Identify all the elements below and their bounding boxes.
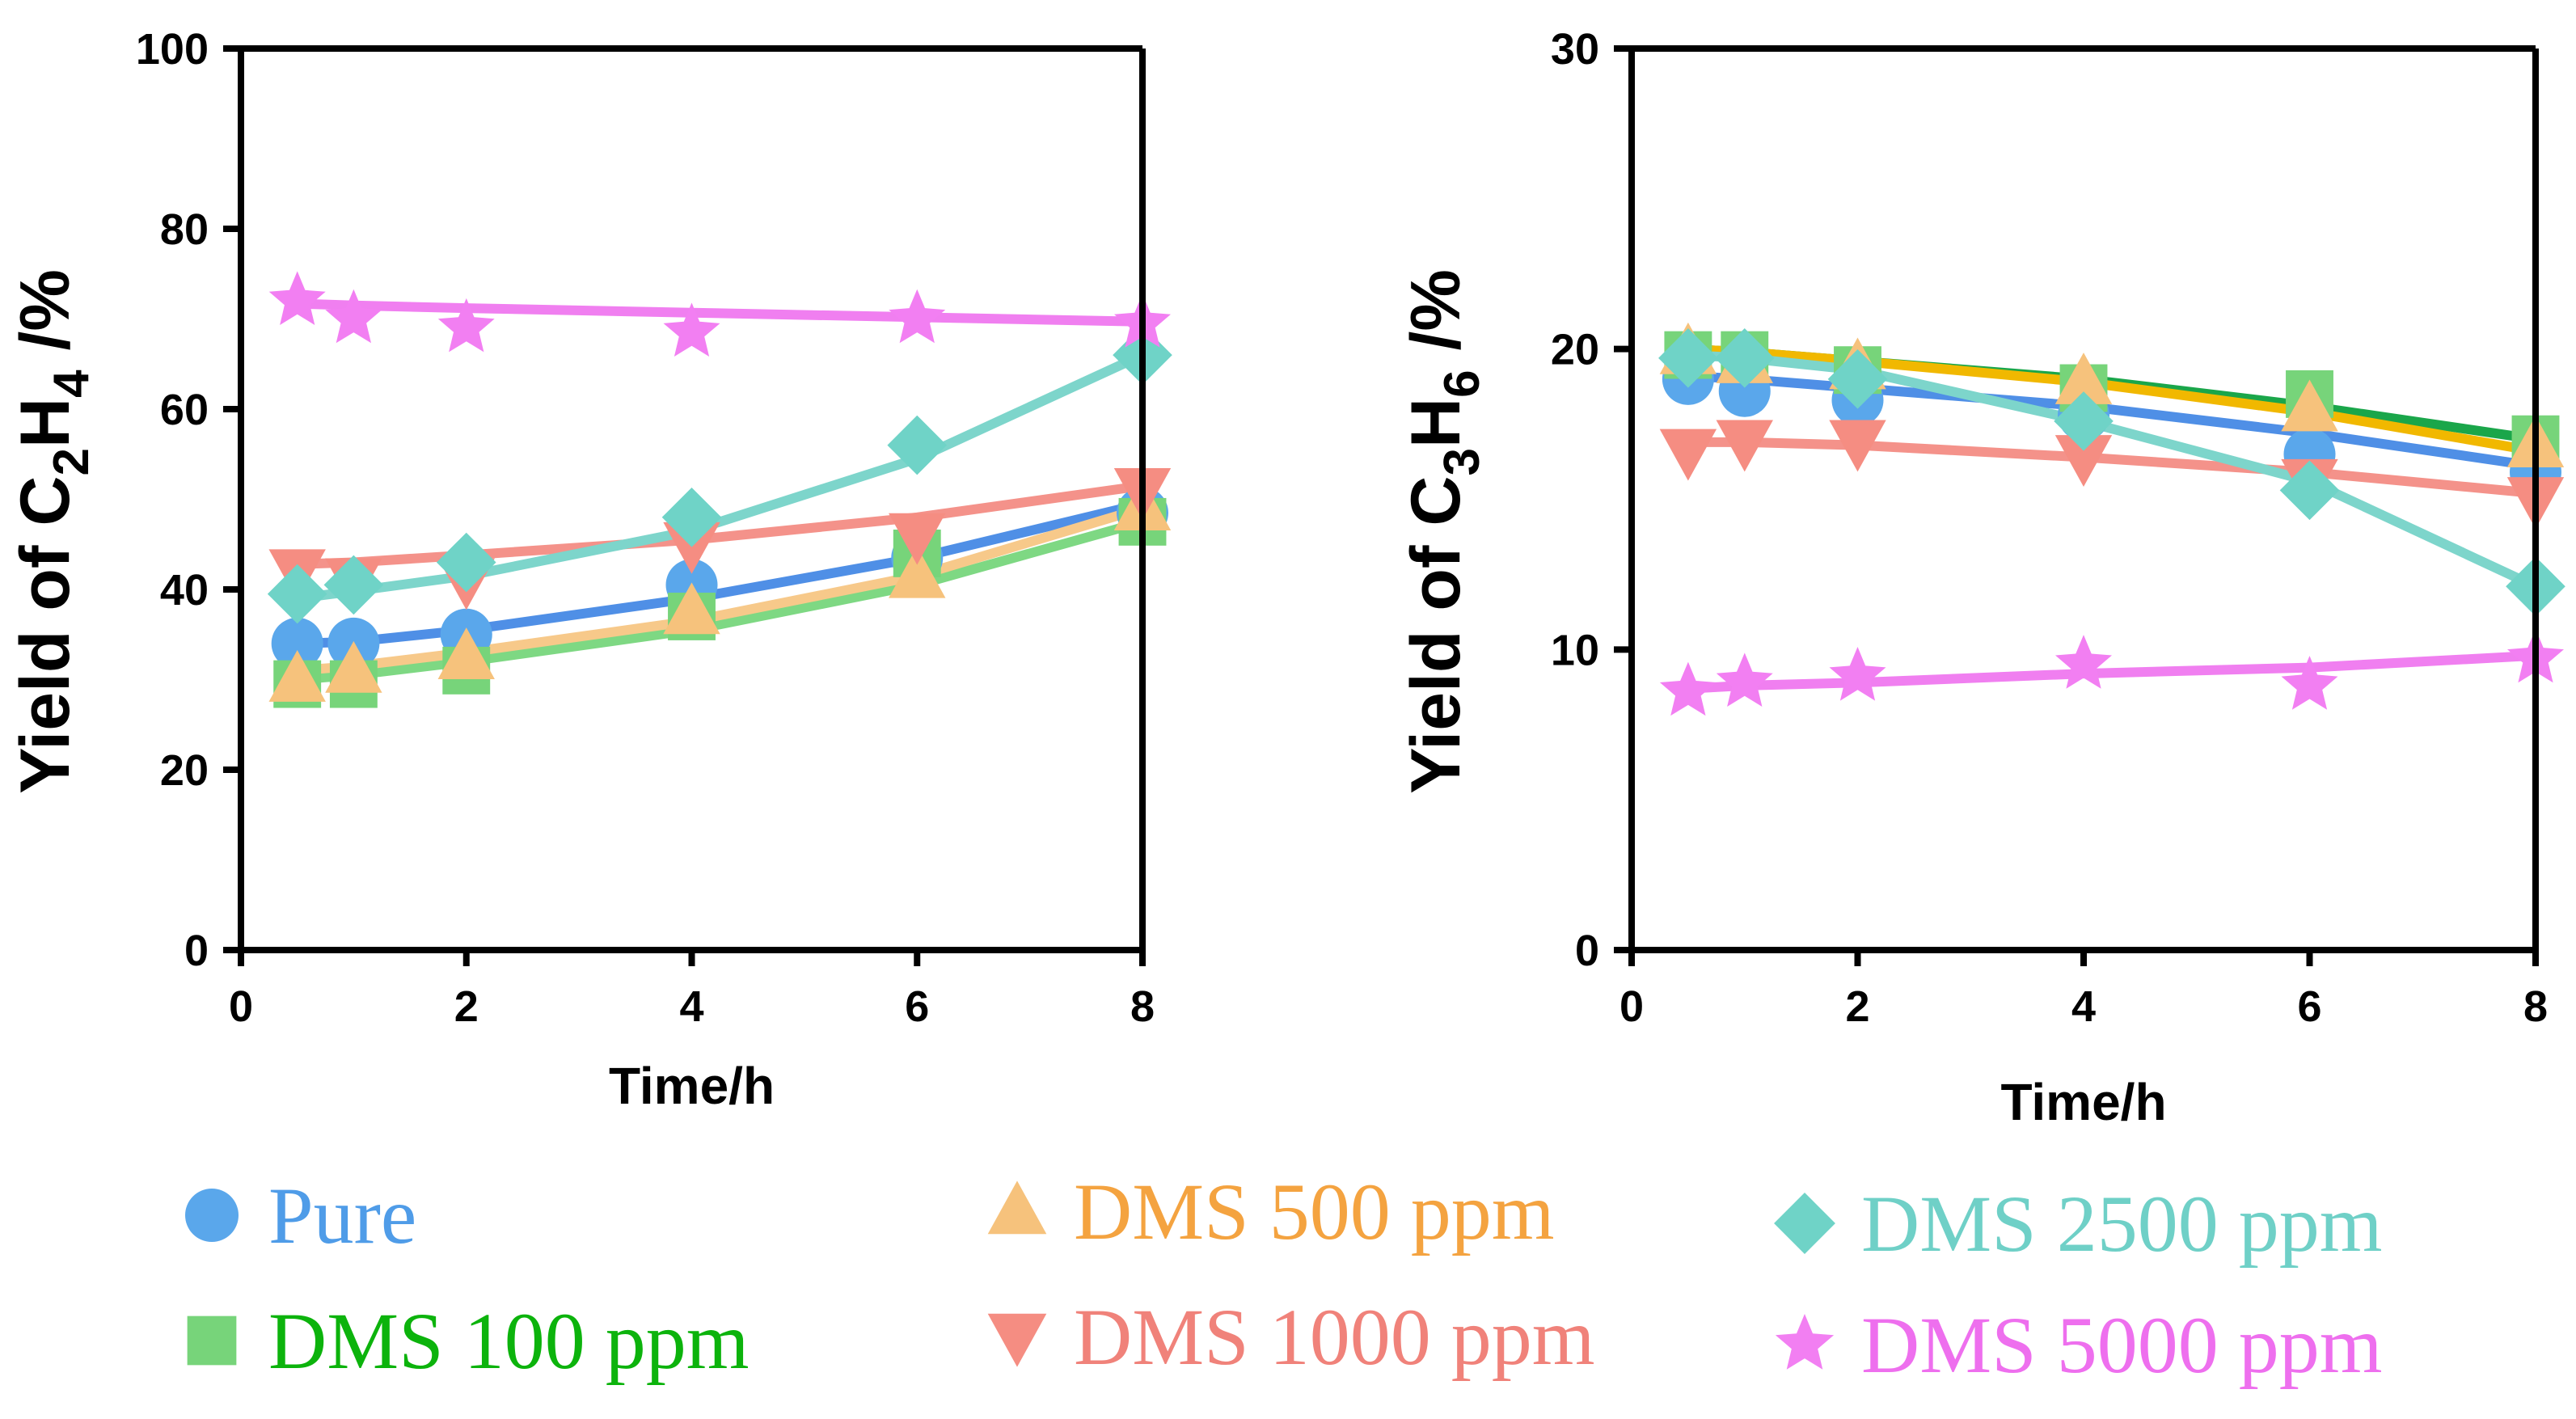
- legend: Pure DMS 100 ppm DMS 500 ppm DMS 1000 ppm DM…: [185, 1167, 2383, 1390]
- c3h6-x-tick-label: 2: [1845, 982, 1869, 1031]
- c3h6-point-dms-2500-ppm: [2279, 460, 2340, 521]
- c2h4-point-dms-2500-ppm: [267, 564, 327, 624]
- legend-marker-dms-500-ppm: [987, 1180, 1047, 1235]
- c3h6-y-tick-label: 0: [1575, 927, 1599, 975]
- c2h4-y-tick-label: 100: [136, 25, 209, 74]
- legend-marker-pure: [185, 1189, 239, 1242]
- c2h4-point-dms-500-ppm: [268, 650, 326, 702]
- c2h4-point-dms-5000-ppm: [268, 271, 326, 325]
- c2h4-x-tick-label: 0: [229, 982, 253, 1031]
- c2h4-point-dms-2500-ppm: [887, 415, 948, 475]
- legend-label-dms-500-ppm: DMS 500 ppm: [1074, 1167, 1555, 1256]
- c3h6-y-tick-label: 30: [1551, 25, 1599, 74]
- legend-marker-dms-5000-ppm: [1775, 1314, 1835, 1370]
- c3h6-point-dms-2500-ppm: [1827, 349, 1888, 409]
- c3h6-point-dms-5000-ppm: [2281, 656, 2338, 710]
- c3h6-fit-line-dms-5000-ppm: [1683, 650, 2540, 694]
- c2h4-point-dms-500-ppm: [325, 640, 382, 693]
- legend-item-dms-500-ppm: DMS 500 ppm: [987, 1167, 1555, 1256]
- c3h6-y-axis-title: Yield of C3H6 /%: [1397, 269, 1490, 794]
- legend-item-dms-5000-ppm: DMS 5000 ppm: [1775, 1300, 2383, 1390]
- c2h4-point-dms-2500-ppm: [436, 532, 496, 593]
- c3h6-x-axis-title: Time/h: [2000, 1073, 2166, 1131]
- c3h6-point-dms-2500-ppm: [1658, 328, 1718, 388]
- legend-item-dms-100-ppm: DMS 100 ppm: [187, 1296, 750, 1386]
- c2h4-point-dms-5000-ppm: [663, 302, 720, 357]
- c3h6-point-dms-2500-ppm: [1714, 328, 1775, 388]
- c3h6-point-dms-2500-ppm: [2054, 391, 2114, 451]
- legend-label-dms-2500-ppm: DMS 2500 ppm: [1861, 1179, 2383, 1269]
- right-panel-c3h6-chart: 0 2 4 6 8 0 10 20 30 Time/h Yield of C3H6 /%: [1397, 25, 2565, 1131]
- c2h4-point-dms-500-ppm: [663, 582, 720, 635]
- c3h6-point-dms-1000-ppm: [1716, 420, 1773, 472]
- c2h4-x-axis-title: Time/h: [609, 1057, 775, 1115]
- c2h4-point-dms-5000-ppm: [325, 289, 382, 344]
- legend-item-dms-1000-ppm: DMS 1000 ppm: [987, 1292, 1595, 1382]
- c3h6-point-dms-500-ppm: [2054, 353, 2113, 404]
- c2h4-point-dms-2500-ppm: [323, 555, 384, 615]
- c2h4-point-pure: [271, 617, 323, 669]
- c3h6-x-tick-label: 8: [2523, 982, 2548, 1031]
- c2h4-y-tick-label: 0: [184, 927, 209, 975]
- c3h6-point-dms-500-ppm: [2281, 379, 2338, 432]
- c2h4-y-axis-title: Yield of C2H4 /%: [6, 269, 99, 794]
- c2h4-fit-line-dms-5000-ppm: [292, 298, 1147, 327]
- c2h4-point-dms-1000-ppm: [663, 522, 720, 574]
- legend-item-pure: Pure: [185, 1171, 416, 1261]
- c3h6-point-dms-5000-ppm: [1829, 647, 1886, 701]
- c2h4-x-tick-label: 2: [454, 982, 479, 1031]
- c2h4-point-dms-2500-ppm: [661, 488, 722, 547]
- c3h6-x-tick-label: 4: [2071, 982, 2096, 1031]
- c2h4-x-tick-label: 8: [1130, 982, 1155, 1031]
- c2h4-point-dms-500-ppm: [437, 627, 495, 679]
- c3h6-y-tick-label: 20: [1551, 326, 1599, 374]
- c2h4-point-dms-1000-ppm: [889, 513, 946, 565]
- legend-marker-dms-100-ppm: [187, 1316, 237, 1366]
- legend-label-pure: Pure: [268, 1171, 416, 1261]
- c3h6-x-tick-label: 6: [2297, 982, 2321, 1031]
- c2h4-y-tick-label: 20: [160, 746, 209, 795]
- c3h6-y-tick-label: 10: [1551, 626, 1599, 674]
- c2h4-y-tick-label: 40: [160, 566, 209, 614]
- legend-label-dms-5000-ppm: DMS 5000 ppm: [1861, 1300, 2383, 1390]
- c3h6-point-dms-1000-ppm: [2054, 435, 2113, 487]
- c2h4-y-tick-label: 60: [160, 386, 209, 434]
- c2h4-x-tick-label: 4: [679, 982, 703, 1031]
- c2h4-point-dms-500-ppm: [889, 546, 946, 598]
- c3h6-point-dms-1000-ppm: [1659, 429, 1717, 481]
- c3h6-point-dms-5000-ppm: [1716, 652, 1773, 707]
- c3h6-x-tick-label: 0: [1620, 982, 1644, 1031]
- c3h6-point-dms-5000-ppm: [2055, 635, 2112, 689]
- legend-label-dms-100-ppm: DMS 100 ppm: [268, 1296, 750, 1386]
- legend-label-dms-1000-ppm: DMS 1000 ppm: [1074, 1292, 1595, 1382]
- legend-marker-dms-2500-ppm: [1774, 1193, 1835, 1254]
- c2h4-y-tick-label: 80: [160, 205, 209, 254]
- c3h6-point-dms-5000-ppm: [1659, 661, 1717, 716]
- c2h4-point-dms-5000-ppm: [437, 298, 495, 353]
- c2h4-x-tick-label: 6: [905, 982, 929, 1031]
- c3h6-point-dms-1000-ppm: [1829, 420, 1886, 472]
- c2h4-point-dms-5000-ppm: [889, 289, 946, 344]
- legend-item-dms-2500-ppm: DMS 2500 ppm: [1774, 1179, 2383, 1269]
- legend-marker-dms-1000-ppm: [987, 1313, 1047, 1367]
